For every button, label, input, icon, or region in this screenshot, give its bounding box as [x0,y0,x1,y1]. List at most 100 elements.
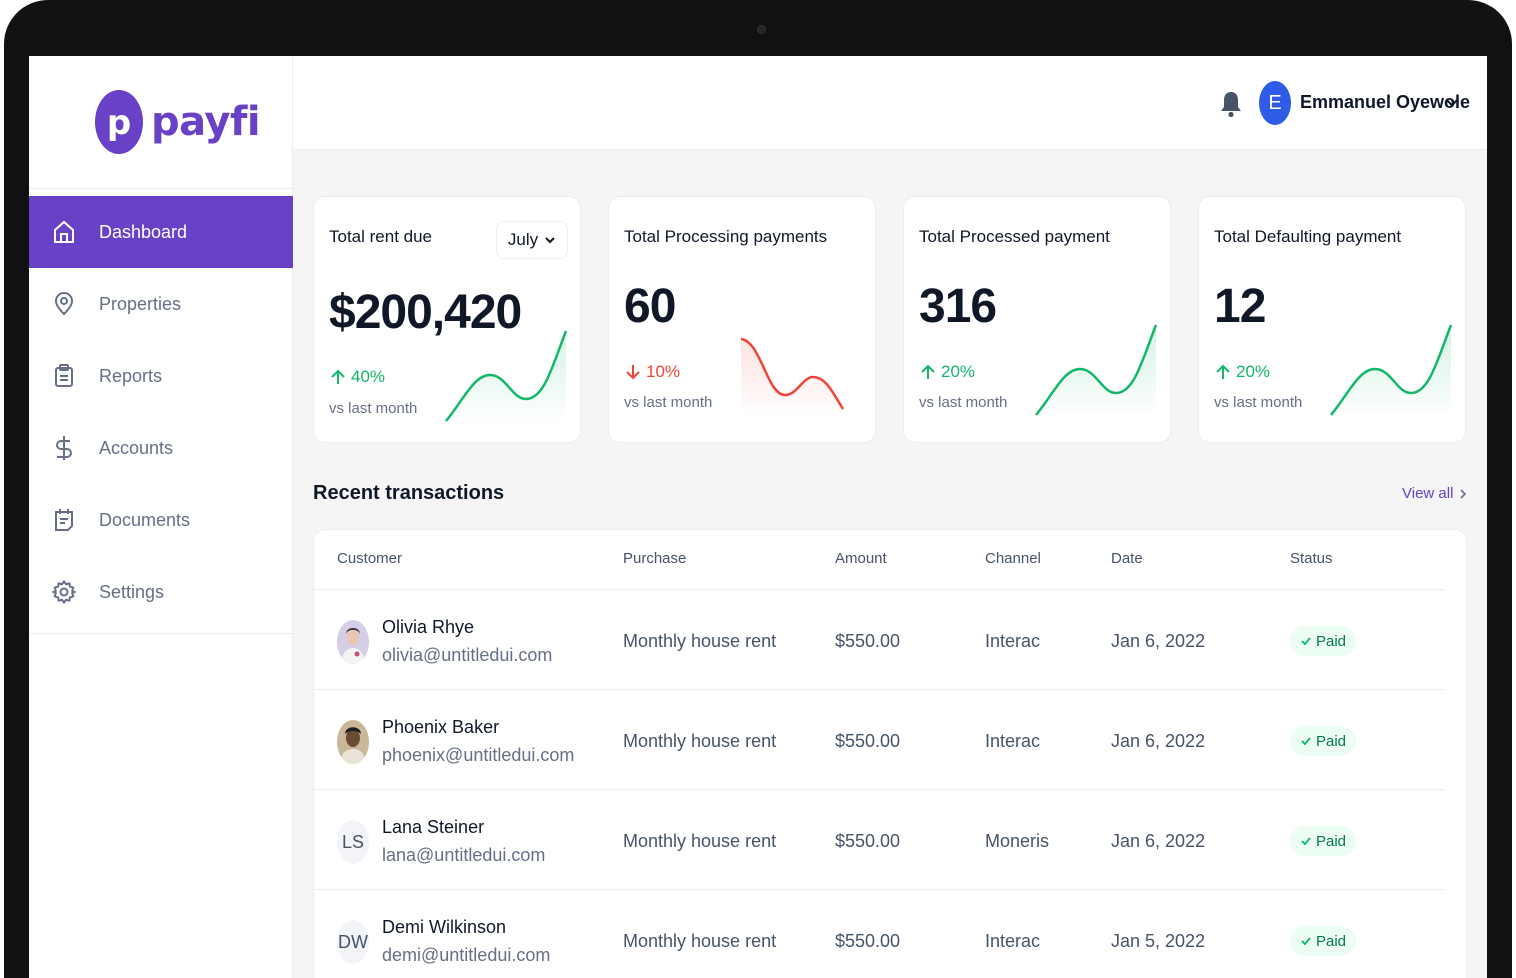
stat-subtext: vs last month [329,400,418,417]
brand-logo[interactable]: p payfi [95,90,261,154]
sparkline-chart [445,330,568,423]
sidebar-divider [29,633,293,634]
column-header[interactable]: Channel [985,550,1041,567]
chevron-down-icon[interactable] [1445,96,1459,110]
stat-subtext: vs last month [624,394,713,411]
table-header-divider [314,589,1444,590]
customer-email: lana@untitledui.com [382,845,546,865]
map-pin-icon [51,291,77,317]
channel-cell: Interac [985,731,1041,751]
sparkline-chart [1330,324,1453,417]
avatar [337,720,369,764]
stat-change: 20% [1214,362,1270,382]
purchase-cell: Monthly house rent [623,931,777,951]
column-header[interactable]: Amount [835,550,887,567]
stat-value: $200,420 [329,286,522,339]
stat-card-defaulting: Total Defaulting payment 12 20% vs last … [1198,196,1466,443]
channel-cell: Interac [985,631,1041,651]
status-badge: Paid [1290,626,1357,656]
sidebar-item-settings[interactable]: Settings [29,556,293,628]
sidebar-item-label: Reports [99,365,163,386]
amount-cell: $550.00 [835,831,901,851]
user-name[interactable]: Emmanuel Oyewole [1300,92,1471,112]
table-row[interactable]: Phoenix Baker phoenix@untitledui.com Mon… [314,690,1444,790]
amount-cell: $550.00 [835,731,901,751]
sidebar-item-documents[interactable]: Documents [29,484,293,556]
table-row[interactable]: Olivia Rhye olivia@untitledui.com Monthl… [314,590,1444,690]
stat-title: Total Defaulting payment [1214,227,1402,246]
customer-name: Phoenix Baker [382,717,500,737]
status-badge: Paid [1290,926,1357,956]
stat-change: 10% [624,362,680,382]
customer-email: phoenix@untitledui.com [382,745,575,765]
month-select[interactable]: July [496,221,568,259]
channel-cell: Interac [985,931,1041,951]
payfi-logo-icon: p [95,90,143,154]
view-all-label: View all [1402,485,1454,502]
chevron-right-icon [1460,488,1467,499]
sidebar-item-label: Accounts [99,437,174,458]
column-header[interactable]: Date [1111,550,1143,567]
sidebar-item-label: Properties [99,293,182,314]
brand-name: payfi [151,99,261,145]
gear-icon [51,579,77,605]
stat-change-value: 40% [351,367,386,386]
table-row[interactable]: DW Demi Wilkinson demi@untitledui.com Mo… [314,890,1444,978]
user-avatar[interactable]: E [1259,81,1291,125]
sidebar-item-dashboard[interactable]: Dashboard [29,196,293,268]
amount-cell: $550.00 [835,631,901,651]
sparkline-chart [1035,324,1158,417]
purchase-cell: Monthly house rent [623,831,777,851]
sidebar-divider [29,188,293,189]
arrow-up-icon [1216,364,1230,379]
check-icon [1301,837,1311,846]
sidebar-item-label: Settings [99,581,165,602]
sparkline-chart [740,337,845,417]
svg-text:p: p [107,103,131,143]
view-all-link[interactable]: View all [1402,485,1467,502]
date-cell: Jan 6, 2022 [1111,831,1206,851]
app-screen: p payfi Dashboard Properties [29,56,1487,978]
sidebar-item-properties[interactable]: Properties [29,268,293,340]
customer-email: demi@untitledui.com [382,945,551,965]
sidebar-item-label: Documents [99,509,191,530]
customer-name: Olivia Rhye [382,617,475,637]
table-row[interactable]: LS Lana Steiner lana@untitledui.com Mont… [314,790,1444,890]
column-header[interactable]: Status [1290,550,1333,567]
transactions-table: Customer Purchase Amount Channel Date St… [313,529,1467,978]
stat-change-value: 20% [1236,362,1271,381]
bell-icon[interactable] [1219,90,1243,118]
stat-change-value: 10% [646,362,681,381]
column-header[interactable]: Customer [337,550,403,567]
stat-title: Total Processed payment [919,227,1110,246]
stat-subtext: vs last month [1214,394,1303,411]
section-title: Recent transactions [313,482,505,504]
purchase-cell: Monthly house rent [623,631,777,651]
camera-dot [757,25,766,34]
sidebar-item-accounts[interactable]: Accounts [29,412,293,484]
status-badge: Paid [1290,726,1357,756]
column-header[interactable]: Purchase [623,550,687,567]
check-icon [1301,737,1311,746]
sidebar-item-label: Dashboard [99,221,188,242]
status-label: Paid [1316,632,1347,650]
dollar-icon [51,435,77,461]
customer-email: olivia@untitledui.com [382,645,553,665]
status-badge: Paid [1290,826,1357,856]
home-icon [51,219,77,245]
sidebar-item-reports[interactable]: Reports [29,340,293,412]
arrow-down-icon [626,365,640,380]
stat-value: 12 [1214,280,1266,333]
channel-cell: Moneris [985,831,1050,851]
stat-value: 316 [919,280,997,333]
status-label: Paid [1316,932,1347,950]
stat-card-processed: Total Processed payment 316 20% vs last … [903,196,1171,443]
sidebar-nav: Dashboard Properties Reports Accounts [29,196,293,628]
stat-value: 60 [624,280,676,333]
date-cell: Jan 6, 2022 [1111,731,1206,751]
arrow-up-icon [331,369,345,384]
stat-card-processing: Total Processing payments 60 10% vs last… [608,196,876,443]
stat-title: Total rent due [329,227,433,246]
stat-change: 40% [329,367,385,387]
stat-subtext: vs last month [919,394,1008,411]
